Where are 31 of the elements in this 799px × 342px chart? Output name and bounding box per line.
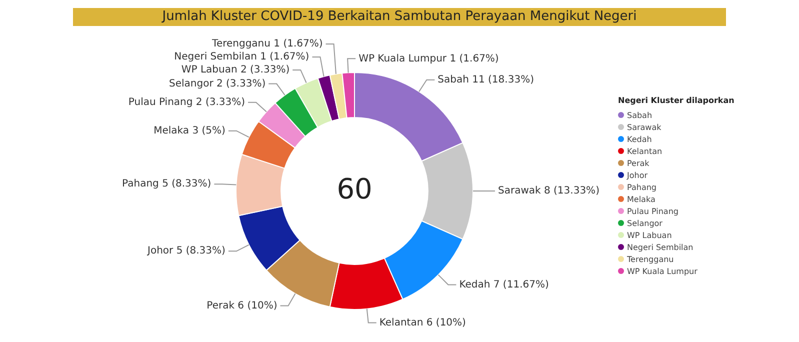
chart-title: Jumlah Kluster COVID-19 Berkaitan Sambutan Perayaan Mengikut Negeri [73, 8, 726, 26]
legend-label: Terengganu [627, 254, 674, 264]
data-label: Negeri Sembilan 1 (1.67%) [174, 52, 310, 63]
legend-label: Pahang [627, 182, 656, 192]
data-label: Johor 5 (8.33%) [146, 246, 226, 257]
data-label: WP Labuan 2 (3.33%) [181, 64, 290, 76]
legend-label: Sarawak [627, 122, 662, 132]
legend-label: Perak [627, 158, 650, 168]
data-label: Sabah 11 (18.33%) [438, 74, 534, 86]
legend-label: Johor [627, 170, 648, 180]
data-label: Melaka 3 (5%) [154, 125, 226, 136]
legend-label: Negeri Sembilan [627, 242, 694, 252]
legend-label: Sabah [627, 110, 652, 120]
data-label: WP Kuala Lumpur 1 (1.67%) [358, 53, 499, 64]
legend-label: Melaka [627, 194, 656, 204]
data-label: Perak 6 (10%) [206, 300, 278, 312]
legend-label: Selangor [627, 218, 662, 228]
data-label: Pahang 5 (8.33%) [122, 178, 212, 190]
legend-label: Kelantan [627, 146, 662, 156]
legend-title: Negeri Kluster dilaporkan [618, 96, 734, 105]
data-label: Kedah 7 (11.67%) [459, 279, 549, 290]
text: 60 [336, 172, 372, 206]
data-label: Sarawak 8 (13.33%) [498, 186, 600, 197]
data-label: Kelantan 6 (10%) [379, 317, 466, 328]
legend-label: Pulau Pinang [627, 206, 678, 216]
data-label: Pulau Pinang 2 (3.33%) [128, 96, 246, 108]
legend-label: Kedah [627, 134, 652, 144]
legend-label: WP Kuala Lumpur [627, 266, 698, 276]
data-label: Selangor 2 (3.33%) [168, 78, 266, 90]
data-label: Terengganu 1 (1.67%) [211, 38, 323, 50]
legend-label: WP Labuan [627, 230, 672, 240]
